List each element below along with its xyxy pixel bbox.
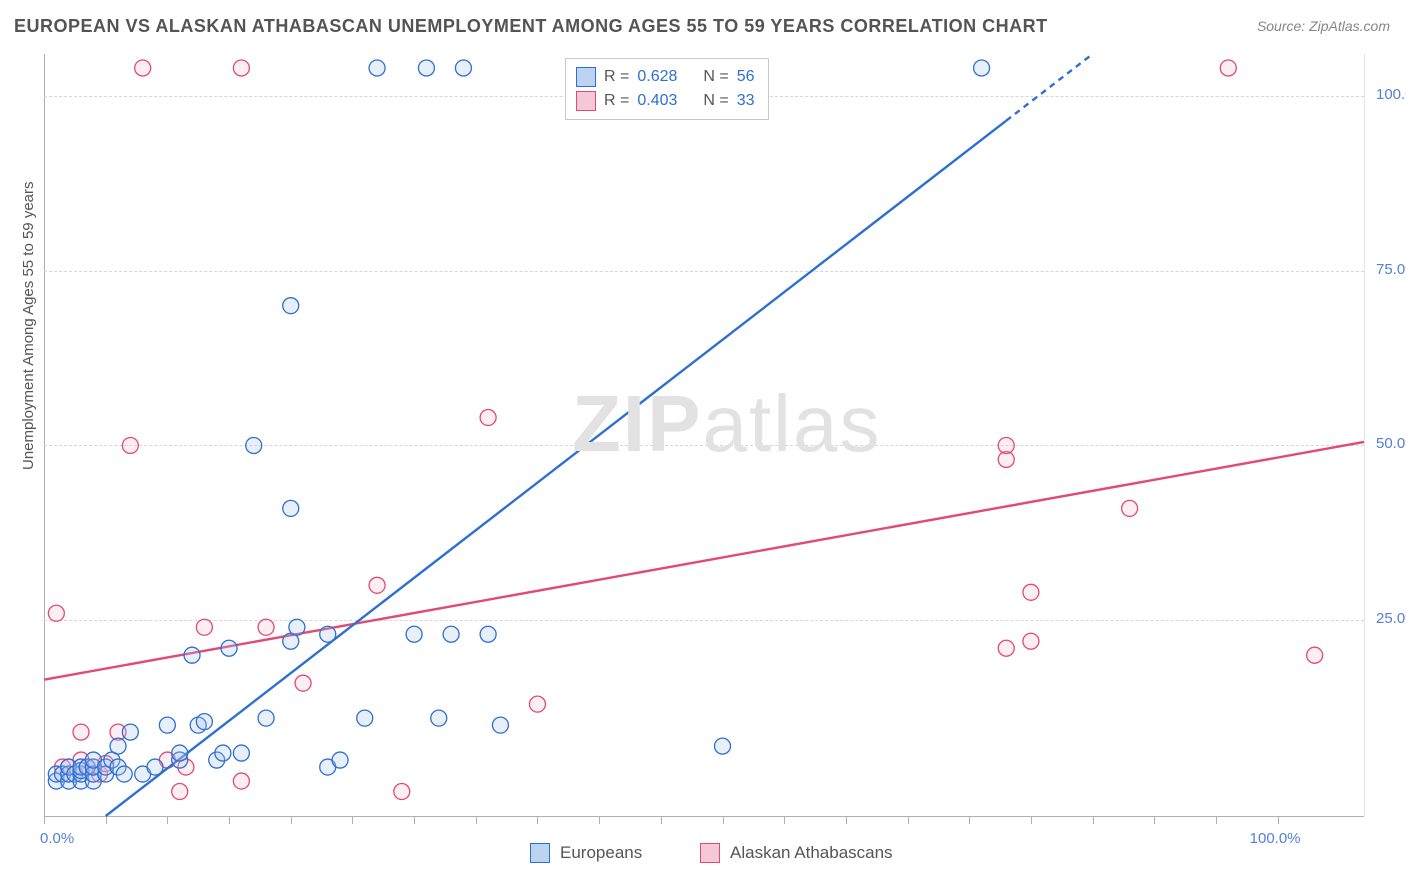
legend-swatch bbox=[530, 843, 550, 863]
x-tick bbox=[352, 816, 353, 824]
data-point bbox=[406, 626, 422, 642]
data-point bbox=[418, 60, 434, 76]
data-point bbox=[258, 619, 274, 635]
x-tick bbox=[106, 816, 107, 824]
data-point bbox=[116, 766, 132, 782]
legend-swatch bbox=[576, 67, 596, 87]
data-point bbox=[998, 437, 1014, 453]
data-point bbox=[715, 738, 731, 754]
x-tick bbox=[1278, 816, 1279, 824]
data-point bbox=[1307, 647, 1323, 663]
x-tick bbox=[784, 816, 785, 824]
data-point bbox=[283, 298, 299, 314]
x-tick bbox=[291, 816, 292, 824]
x-tick bbox=[723, 816, 724, 824]
data-point bbox=[246, 437, 262, 453]
data-point bbox=[233, 60, 249, 76]
legend-bottom-item: Alaskan Athabascans bbox=[700, 843, 893, 863]
x-tick bbox=[1154, 816, 1155, 824]
data-point bbox=[443, 626, 459, 642]
data-point bbox=[431, 710, 447, 726]
data-point bbox=[283, 500, 299, 516]
x-tick bbox=[476, 816, 477, 824]
legend-swatch bbox=[576, 91, 596, 111]
data-point bbox=[332, 752, 348, 768]
trend-line bbox=[44, 442, 1364, 680]
legend-row: R =0.628N =56 bbox=[576, 65, 754, 89]
data-point bbox=[1023, 633, 1039, 649]
y-tick-label: 75.0% bbox=[1376, 261, 1406, 278]
legend-correlation-box: R =0.628N =56R =0.403N =33 bbox=[565, 58, 769, 120]
data-point bbox=[1220, 60, 1236, 76]
legend-label: Europeans bbox=[560, 843, 642, 863]
plot-area: 25.0%50.0%75.0%100.0%0.0%100.0% bbox=[44, 54, 1364, 816]
data-point bbox=[233, 745, 249, 761]
data-point bbox=[233, 773, 249, 789]
x-tick bbox=[661, 816, 662, 824]
data-point bbox=[369, 577, 385, 593]
data-point bbox=[135, 60, 151, 76]
x-tick bbox=[908, 816, 909, 824]
data-point bbox=[215, 745, 231, 761]
y-axis-label: Unemployment Among Ages 55 to 59 years bbox=[20, 181, 37, 470]
y-tick-label: 25.0% bbox=[1376, 610, 1406, 627]
x-tick-label: 0.0% bbox=[40, 830, 74, 847]
y-tick-label: 100.0% bbox=[1376, 86, 1406, 103]
data-point bbox=[357, 710, 373, 726]
legend-label: Alaskan Athabascans bbox=[730, 843, 893, 863]
x-tick bbox=[44, 816, 45, 824]
data-point bbox=[172, 745, 188, 761]
x-tick bbox=[1216, 816, 1217, 824]
trend-line-dashed bbox=[1006, 54, 1092, 121]
data-point bbox=[48, 605, 64, 621]
x-tick bbox=[414, 816, 415, 824]
data-point bbox=[147, 759, 163, 775]
data-point bbox=[1122, 500, 1138, 516]
data-point bbox=[221, 640, 237, 656]
data-point bbox=[184, 647, 200, 663]
data-point bbox=[492, 717, 508, 733]
data-point bbox=[110, 738, 126, 754]
data-point bbox=[320, 626, 336, 642]
data-point bbox=[295, 675, 311, 691]
data-point bbox=[529, 696, 545, 712]
legend-swatch bbox=[700, 843, 720, 863]
data-point bbox=[998, 640, 1014, 656]
source-credit: Source: ZipAtlas.com bbox=[1257, 18, 1390, 34]
data-point bbox=[480, 626, 496, 642]
x-tick bbox=[846, 816, 847, 824]
x-tick-label: 100.0% bbox=[1250, 830, 1301, 847]
x-tick bbox=[1093, 816, 1094, 824]
x-tick bbox=[537, 816, 538, 824]
data-point bbox=[196, 619, 212, 635]
data-point bbox=[480, 410, 496, 426]
data-point bbox=[258, 710, 274, 726]
data-point bbox=[122, 437, 138, 453]
trend-line bbox=[106, 121, 1007, 816]
data-point bbox=[974, 60, 990, 76]
data-point bbox=[394, 784, 410, 800]
x-tick bbox=[1031, 816, 1032, 824]
x-axis bbox=[44, 816, 1364, 817]
chart-title: EUROPEAN VS ALASKAN ATHABASCAN UNEMPLOYM… bbox=[14, 16, 1048, 37]
x-tick bbox=[229, 816, 230, 824]
legend-row: R =0.403N =33 bbox=[576, 89, 754, 113]
x-tick bbox=[167, 816, 168, 824]
data-point bbox=[159, 717, 175, 733]
legend-bottom-item: Europeans bbox=[530, 843, 642, 863]
data-point bbox=[455, 60, 471, 76]
data-point bbox=[172, 784, 188, 800]
data-point bbox=[369, 60, 385, 76]
data-point bbox=[196, 714, 212, 730]
y-tick-label: 50.0% bbox=[1376, 435, 1406, 452]
data-point bbox=[73, 724, 89, 740]
data-point bbox=[122, 724, 138, 740]
data-point bbox=[1023, 584, 1039, 600]
y-axis-right bbox=[1364, 54, 1365, 816]
chart-svg bbox=[44, 54, 1364, 816]
data-point bbox=[289, 619, 305, 635]
x-tick bbox=[969, 816, 970, 824]
x-tick bbox=[599, 816, 600, 824]
